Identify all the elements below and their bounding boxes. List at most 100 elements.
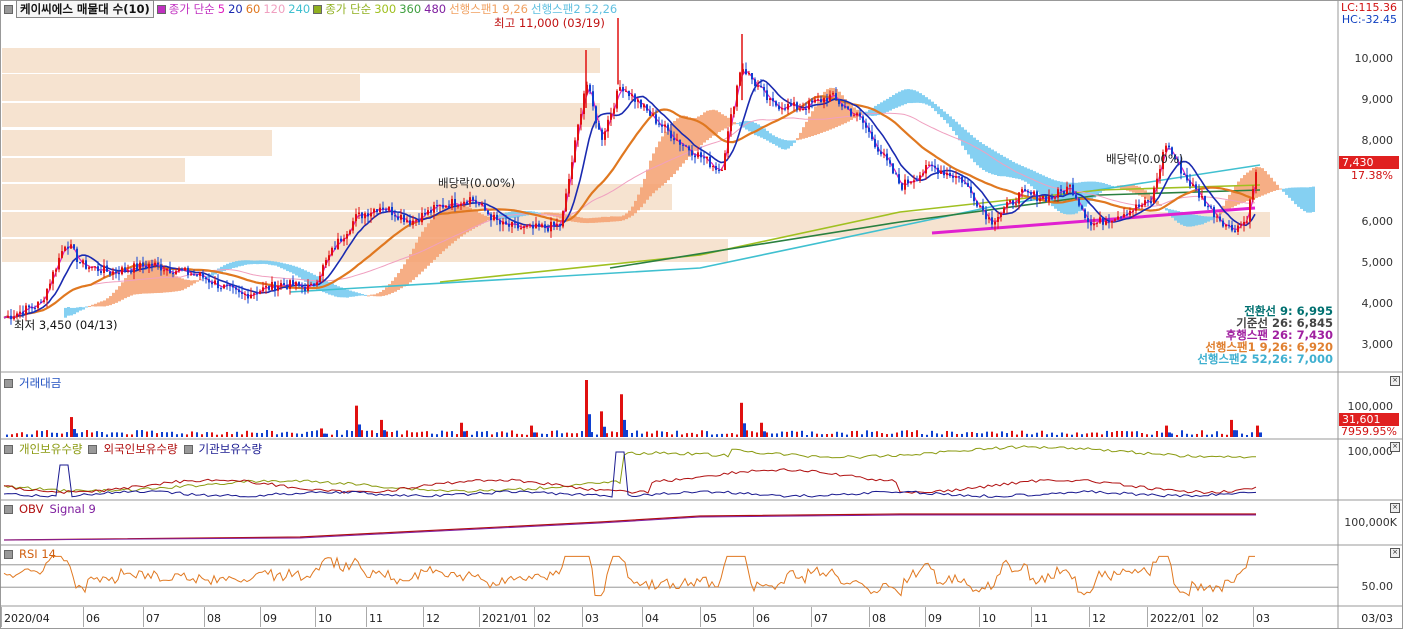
ichimoku-cloud-segment [175, 276, 178, 292]
menu-square-icon[interactable] [4, 4, 13, 14]
volume-bar [406, 430, 408, 437]
candle-body [352, 221, 354, 231]
volume-bar [1221, 433, 1223, 437]
volume-bar [1081, 434, 1083, 437]
close-icon[interactable]: × [1390, 548, 1400, 558]
menu-square-icon[interactable] [4, 504, 13, 514]
volume-bar [206, 432, 208, 437]
candle-body [658, 123, 660, 125]
ichimoku-cloud-segment [457, 203, 460, 239]
candle-body [598, 123, 600, 130]
ichimoku-cloud-segment [343, 288, 346, 298]
candle-body [805, 108, 807, 110]
candle-body [349, 230, 351, 235]
volume-bar [358, 424, 361, 437]
menu-square-icon[interactable] [156, 4, 166, 14]
candle-body [196, 274, 198, 276]
menu-square-icon[interactable] [4, 378, 13, 388]
candle-body [109, 271, 111, 275]
ichimoku-cloud-segment [1270, 177, 1273, 192]
ichimoku-cloud-segment [1027, 168, 1030, 184]
ichimoku-cloud-segment [253, 260, 256, 264]
ichimoku-cloud-segment [301, 269, 304, 280]
volume-bar [626, 430, 628, 437]
x-tick-label: 07 [814, 612, 828, 625]
ichimoku-cloud-segment [871, 107, 874, 116]
volume-bar [1186, 433, 1188, 437]
menu-square-icon[interactable] [313, 4, 323, 14]
ichimoku-cloud-segment [217, 268, 220, 273]
price-tick: 4,000 [1361, 297, 1394, 310]
ma-120: 120 [263, 2, 286, 16]
close-icon[interactable]: × [1390, 442, 1400, 452]
price-tick: 9,000 [1361, 93, 1394, 106]
volume-bar [216, 434, 218, 437]
candle-body [448, 205, 450, 208]
volume-bar [1131, 431, 1133, 437]
ichimoku-cloud-segment [127, 274, 130, 297]
volume-bar [416, 432, 418, 437]
volume-bar [1086, 433, 1088, 437]
ichimoku-cloud-segment [637, 194, 640, 211]
candle-body [1099, 217, 1101, 223]
volume-bar [1151, 434, 1153, 437]
volume-bar [31, 434, 33, 437]
candle-body [94, 266, 96, 268]
candle-body [1054, 197, 1056, 199]
ichimoku-cloud-segment [100, 301, 103, 307]
candle-body [1153, 187, 1155, 204]
ichimoku-cloud-segment [949, 116, 952, 128]
ichimoku-cloud-segment [847, 102, 850, 122]
volume-bar [796, 431, 798, 437]
candle-body [142, 262, 144, 267]
candle-body [298, 282, 300, 286]
ichimoku-cloud-segment [1303, 187, 1306, 212]
volume-bar [126, 434, 128, 437]
menu-square-icon[interactable] [4, 549, 13, 559]
ichimoku-cloud-segment [280, 262, 283, 269]
volume-bar [921, 434, 923, 437]
close-icon[interactable]: × [1390, 376, 1400, 386]
candle-body [934, 165, 936, 168]
symbol-label[interactable]: 케이씨에스 매물대 수(10) [16, 0, 154, 18]
x-tick-mark [1031, 607, 1032, 627]
ichimoku-cloud-segment [259, 260, 262, 265]
volume-bar [585, 380, 588, 437]
candle-body [1177, 159, 1179, 161]
candle-body [544, 224, 546, 228]
ichimoku-cloud-segment [676, 118, 679, 171]
candle-body [502, 221, 504, 225]
ichimoku-cloud-segment [907, 89, 910, 104]
x-tick-label: 10 [982, 612, 996, 625]
candle-body [676, 139, 678, 141]
candle-body [1117, 216, 1119, 220]
volume-bar [161, 432, 163, 437]
x-tick-mark [700, 607, 701, 627]
candle-body [316, 282, 318, 286]
volume-bar [966, 432, 968, 437]
volume-tick: 100,000 [1347, 400, 1394, 413]
menu-square-icon[interactable] [183, 444, 193, 454]
volume-bar [1230, 419, 1233, 437]
candle-body [154, 262, 156, 266]
candle-body [523, 226, 525, 228]
volume-bar [1201, 430, 1203, 437]
candle-body [76, 248, 78, 262]
ichimoku-cloud-segment [238, 260, 241, 267]
menu-square-icon[interactable] [88, 444, 98, 454]
volume-bar [1006, 433, 1008, 437]
change-pct: 17.38% [1351, 169, 1393, 182]
ichimoku-cloud-segment [295, 266, 298, 276]
ichimoku-cloud-segment [1267, 174, 1270, 194]
ichimoku-cloud-segment [763, 128, 766, 140]
menu-square-icon[interactable] [4, 444, 13, 454]
candle-body [1036, 191, 1038, 201]
close-icon[interactable]: × [1390, 503, 1400, 513]
ichimoku-cloud-segment [319, 277, 322, 292]
candle-body [1045, 195, 1047, 202]
candle-body [187, 267, 189, 275]
volume-title: 거래대금 [19, 376, 62, 390]
candle-body [1129, 210, 1131, 216]
ichimoku-cloud-segment [886, 98, 889, 112]
candle-body [430, 210, 432, 213]
